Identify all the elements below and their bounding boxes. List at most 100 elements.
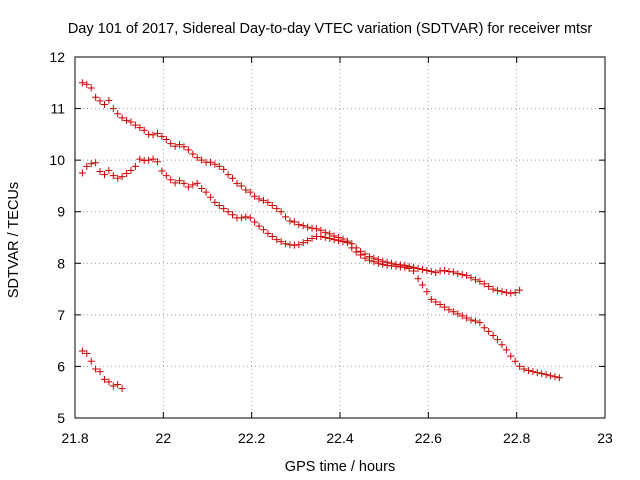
data-point	[529, 368, 537, 376]
data-point	[87, 357, 95, 365]
data-point	[229, 174, 237, 182]
data-point	[92, 93, 100, 101]
data-point	[463, 314, 471, 322]
data-point	[78, 79, 86, 87]
x-tick-label: 22.2	[238, 430, 265, 446]
data-point	[471, 276, 479, 284]
data-point	[551, 373, 559, 381]
data-point	[432, 269, 440, 277]
data-point	[264, 229, 272, 237]
grid-lines	[75, 57, 605, 418]
data-point	[123, 170, 131, 178]
data-point	[96, 368, 104, 376]
data-point	[127, 166, 135, 174]
data-point	[498, 341, 506, 349]
data-point	[392, 262, 400, 270]
data-point	[436, 301, 444, 309]
data-point	[193, 179, 201, 187]
data-point	[109, 105, 117, 113]
data-point	[153, 129, 161, 137]
data-point	[480, 280, 488, 288]
data-point	[312, 225, 320, 233]
x-tick-label: 21.8	[61, 430, 88, 446]
data-point	[547, 372, 555, 380]
data-point	[388, 262, 396, 270]
data-point	[427, 268, 435, 276]
data-point	[149, 131, 157, 139]
data-point	[414, 275, 422, 283]
data-point	[87, 160, 95, 168]
data-point	[432, 298, 440, 306]
data-point	[127, 118, 135, 126]
data-point	[467, 274, 475, 282]
series-trace-a	[78, 79, 524, 297]
data-point	[454, 270, 462, 278]
y-tick-labels: 5 6 7 8 9 10 11 12	[49, 49, 65, 426]
data-point	[198, 185, 206, 193]
y-tick-label: 9	[57, 204, 65, 220]
data-point	[251, 218, 259, 226]
data-point	[489, 331, 497, 339]
data-point	[290, 241, 298, 249]
y-tick-label: 12	[49, 49, 65, 65]
data-point	[162, 136, 170, 144]
data-point	[96, 167, 104, 175]
data-point	[317, 226, 325, 234]
data-point	[538, 370, 546, 378]
data-point	[92, 159, 100, 167]
data-point	[171, 142, 179, 150]
y-tick-label: 8	[57, 255, 65, 271]
data-point	[357, 251, 365, 259]
data-point	[330, 236, 338, 244]
data-point	[308, 224, 316, 232]
data-point	[352, 248, 360, 256]
data-point	[555, 374, 563, 382]
data-point	[114, 380, 122, 388]
data-point	[136, 155, 144, 163]
data-point	[180, 179, 188, 187]
x-tick-label: 22.6	[415, 430, 442, 446]
data-point	[471, 317, 479, 325]
data-point	[480, 324, 488, 332]
data-point	[348, 244, 356, 252]
data-point	[246, 188, 254, 196]
y-tick-label: 10	[49, 152, 65, 168]
data-point	[361, 254, 369, 262]
x-tick-labels: 21.8 22 22.2 22.4 22.6 22.8 23	[61, 430, 613, 446]
data-point	[251, 192, 259, 200]
data-point	[427, 295, 435, 303]
data-point	[131, 121, 139, 129]
data-point	[476, 319, 484, 327]
data-point	[273, 236, 281, 244]
data-point	[83, 162, 91, 170]
data-point	[118, 114, 126, 122]
data-point	[295, 221, 303, 229]
data-point	[516, 362, 524, 370]
data-point	[441, 303, 449, 311]
data-point	[180, 143, 188, 151]
data-point	[255, 222, 263, 230]
data-point	[485, 282, 493, 290]
data-point	[259, 226, 267, 234]
data-point	[418, 265, 426, 273]
data-point	[414, 264, 422, 272]
data-point	[273, 205, 281, 213]
data-point	[171, 179, 179, 187]
data-point	[374, 259, 382, 267]
data-point	[206, 193, 214, 201]
y-tick-label: 11	[50, 101, 65, 117]
data-point	[511, 289, 519, 297]
data-point	[365, 256, 373, 264]
data-point	[167, 176, 175, 184]
data-point	[304, 223, 312, 231]
data-point	[193, 154, 201, 162]
data-point	[343, 239, 351, 247]
data-point	[317, 232, 325, 240]
data-point	[224, 208, 232, 216]
data-point	[224, 171, 232, 179]
data-point	[131, 162, 139, 170]
data-point	[233, 179, 241, 187]
data-point	[458, 271, 466, 279]
data-point	[304, 237, 312, 245]
y-tick-label: 7	[57, 307, 65, 323]
